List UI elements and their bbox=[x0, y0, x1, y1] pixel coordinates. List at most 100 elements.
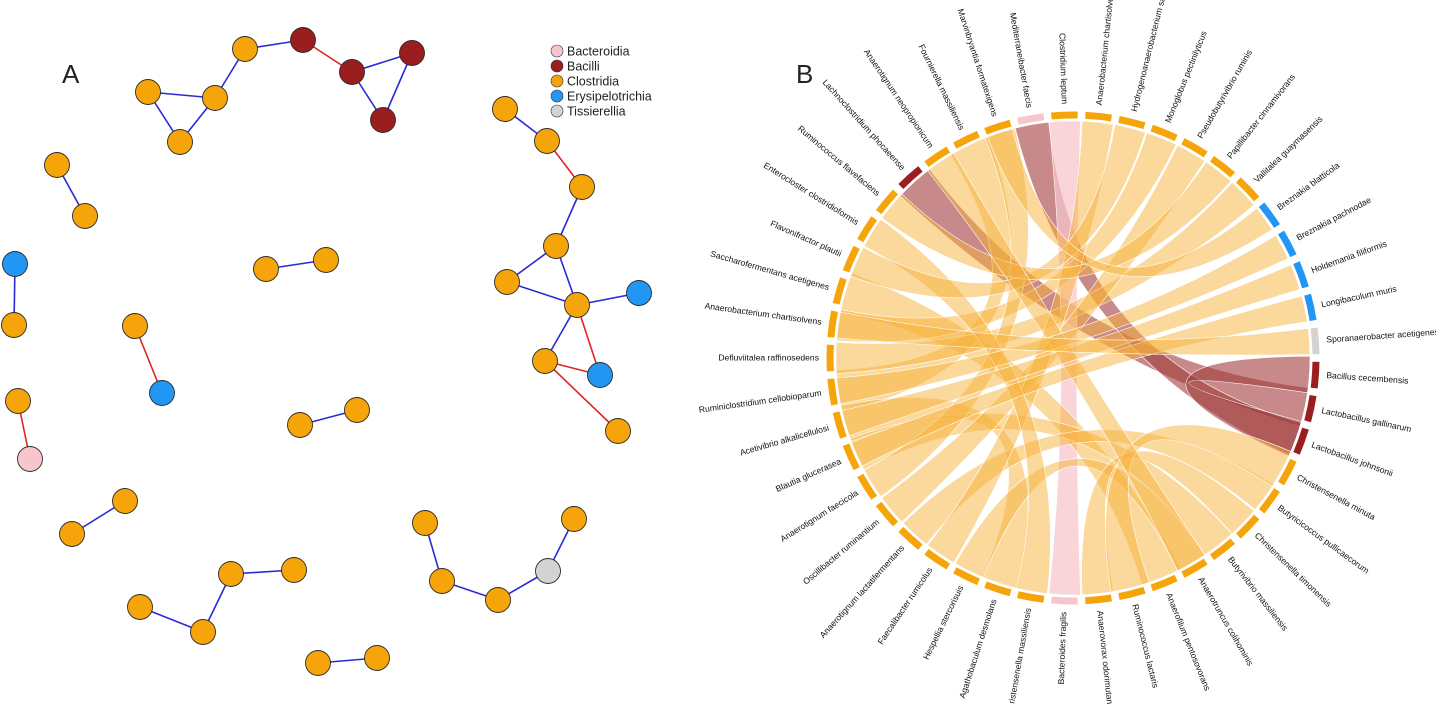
network-node-bacilli bbox=[339, 59, 365, 85]
network-node-clostridia bbox=[364, 645, 390, 671]
chord-label-species: Defluviitalea raffinosedens bbox=[718, 352, 819, 362]
legend-item-clostridia: Clostridia bbox=[550, 75, 619, 89]
network-node-clostridia bbox=[135, 79, 161, 105]
chord-sector-clostridia bbox=[898, 527, 923, 550]
network-node-clostridia bbox=[561, 506, 587, 532]
chord-label-species: Faecalibacter rumicolus bbox=[875, 565, 934, 646]
panel-b-label: B bbox=[796, 59, 813, 89]
chord-label-species: Anaerotignum faecicola bbox=[778, 488, 860, 544]
legend-item-bacteroidia: Bacteroidia bbox=[550, 44, 630, 59]
network-node-bacilli bbox=[399, 40, 425, 66]
chord-label-species: Bacillus cecembensis bbox=[1326, 370, 1409, 386]
chord-label-species: Agathobaculum desmolans bbox=[957, 598, 999, 700]
network-node-clostridia bbox=[5, 388, 31, 414]
chord-sector-clostridia bbox=[953, 130, 980, 149]
chord-sector-clostridia bbox=[1236, 177, 1260, 202]
chord-label-species: Acetivibrio alkalicellulosi bbox=[739, 422, 830, 457]
chord-sector-clostridia bbox=[1236, 514, 1260, 539]
legend-swatch-erysipelotrichia bbox=[550, 89, 564, 103]
network-node-clostridia bbox=[112, 488, 138, 514]
network-node-clostridia bbox=[534, 128, 560, 154]
chord-sector-clostridia bbox=[1051, 111, 1078, 120]
chord-sector-bacilli bbox=[1310, 361, 1320, 389]
chord-label-species: Mediterraneibacter faecis bbox=[1008, 12, 1035, 109]
chord-ribbon bbox=[1081, 450, 1255, 596]
chord-sector-clostridia bbox=[875, 189, 899, 215]
legend-label-bacteroidia: Bacteroidia bbox=[567, 45, 630, 59]
chord-label-species: Anaerovorax odorimutans bbox=[1095, 610, 1115, 704]
chord-label-species: Vallitalea guaymasensis bbox=[1252, 114, 1325, 185]
network-node-clostridia bbox=[287, 412, 313, 438]
network-node-clostridia bbox=[605, 418, 631, 444]
network-node-erysipelotrichia bbox=[149, 380, 175, 406]
chord-label-species: Blautia glucerasea bbox=[774, 456, 843, 494]
chord-label-species: Anaerobacterium chartisolvens bbox=[704, 301, 822, 327]
network-node-clostridia bbox=[218, 561, 244, 587]
chord-sector-clostridia bbox=[1150, 574, 1178, 592]
chord-ribbon bbox=[836, 234, 1289, 405]
chord-ribbons bbox=[835, 120, 1311, 596]
chord-sector-clostridia bbox=[1278, 458, 1297, 486]
chord-label-species: Anaerotruncus colihominis bbox=[1196, 575, 1255, 667]
network-node-clostridia bbox=[1, 312, 27, 338]
chord-sector-clostridia bbox=[1181, 558, 1208, 578]
chord-sector-clostridia bbox=[1210, 538, 1236, 561]
network-node-clostridia bbox=[485, 587, 511, 613]
chord-label-species: Anaerobacterium chartisolvens bbox=[1094, 0, 1116, 106]
chord-label-species: Christensenella massiliensis bbox=[1005, 607, 1034, 704]
chord-sector-clostridia bbox=[857, 216, 878, 243]
chord-diagram: Bacillus cecembensis Lactobacillus gallin… bbox=[698, 0, 1436, 704]
chord-label-species: Hespellia stercorisuis bbox=[921, 584, 966, 661]
legend-label-tissierellia: Tissierellia bbox=[567, 105, 626, 119]
network-node-clostridia bbox=[429, 568, 455, 594]
chord-sector-bacilli bbox=[898, 166, 923, 189]
network-node-clostridia bbox=[190, 619, 216, 645]
chord-sector-clostridia bbox=[1258, 488, 1280, 514]
chord-sector-clostridia bbox=[984, 581, 1012, 597]
chord-label-species: Marvinbryantia formatexigens bbox=[956, 7, 1000, 117]
legend-label-clostridia: Clostridia bbox=[567, 75, 619, 89]
network-node-clostridia bbox=[281, 557, 307, 583]
legend-swatch-bacilli bbox=[550, 59, 564, 73]
class-legend: Bacteroidia Bacilli Clostridia Erysipelo… bbox=[550, 44, 652, 119]
chord-label-species: Lactobacillus gallinarum bbox=[1321, 405, 1413, 434]
network-node-erysipelotrichia bbox=[587, 362, 613, 388]
network-node-clostridia bbox=[494, 269, 520, 295]
network-node-clostridia bbox=[564, 292, 590, 318]
network-node-clostridia bbox=[202, 85, 228, 111]
chord-sector-clostridia bbox=[953, 567, 980, 586]
chord-label-species: Monoglobus pectinilyticus bbox=[1163, 30, 1209, 125]
network-node-clostridia bbox=[44, 152, 70, 178]
chord-sector-erysipelotrichia bbox=[1258, 202, 1280, 228]
chord-label-species: Flavonifractor plautii bbox=[769, 218, 843, 258]
network-node-bacteroidia bbox=[17, 446, 43, 472]
network-node-erysipelotrichia bbox=[2, 251, 28, 277]
chord-label-species: Lactobacillus johnsonii bbox=[1310, 439, 1394, 478]
chord-label-species: Fournierella massiliensis bbox=[917, 43, 967, 132]
network-node-clostridia bbox=[532, 348, 558, 374]
network-node-clostridia bbox=[344, 397, 370, 423]
network-nodes bbox=[1, 27, 652, 676]
chord-sector-clostridia bbox=[1150, 124, 1178, 142]
chord-ribbon bbox=[987, 128, 1273, 277]
chord-sector-bacteroidia bbox=[1051, 596, 1078, 605]
chord-label-species: Breznakia pachnodae bbox=[1295, 195, 1373, 243]
network-node-bacilli bbox=[290, 27, 316, 53]
chord-label-species: Saccharofermentans acetigenes bbox=[709, 249, 830, 293]
chord-label-species: Ruminococcus lactaris bbox=[1130, 603, 1161, 689]
chord-label-species: Sporanaerobacter acetigenes bbox=[1326, 327, 1436, 345]
network-node-clostridia bbox=[127, 594, 153, 620]
network-node-clostridia bbox=[253, 256, 279, 282]
network-node-clostridia bbox=[313, 247, 339, 273]
chord-sector-clostridia bbox=[857, 473, 878, 500]
legend-item-bacilli: Bacilli bbox=[550, 59, 600, 74]
chord-ribbon bbox=[881, 161, 1232, 281]
chord-sector-tissierellia bbox=[1310, 327, 1320, 355]
chord-sector-clostridia bbox=[832, 411, 847, 439]
chord-sector-clostridia bbox=[1118, 586, 1146, 601]
legend-item-erysipelotrichia: Erysipelotrichia bbox=[550, 89, 652, 104]
chord-sector-clostridia bbox=[1085, 594, 1112, 605]
network-node-clostridia bbox=[167, 129, 193, 155]
legend-swatch-bacteroidia bbox=[550, 44, 564, 58]
